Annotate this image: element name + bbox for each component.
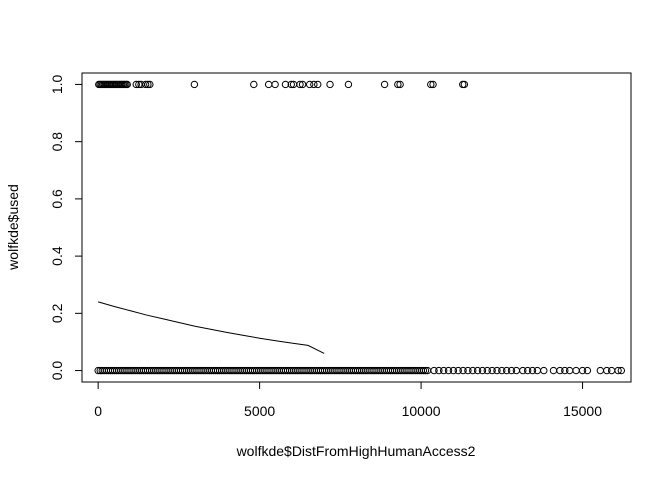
x-tick-label: 10000 <box>402 403 441 419</box>
data-point <box>419 366 428 375</box>
data-point <box>512 366 521 375</box>
data-point <box>435 366 443 375</box>
data-point <box>439 366 448 375</box>
plot-box <box>81 72 632 383</box>
data-point <box>478 366 487 375</box>
data-point <box>565 366 574 375</box>
data-point <box>296 80 304 89</box>
data-point <box>271 80 279 89</box>
data-point <box>144 80 152 89</box>
data-point <box>572 366 580 375</box>
data-point <box>561 366 569 375</box>
data-point <box>287 80 295 89</box>
x-axis-label: wolfkde$DistFromHighHumanAccess2 <box>236 443 476 459</box>
data-point <box>394 80 402 89</box>
data-point <box>141 80 150 89</box>
data-point <box>583 366 592 375</box>
data-point <box>449 366 458 375</box>
data-points <box>94 80 626 375</box>
data-point <box>444 366 453 375</box>
data-point <box>396 80 404 89</box>
data-point <box>146 80 154 89</box>
data-point <box>190 80 199 89</box>
data-point <box>380 80 389 89</box>
data-point <box>469 366 477 375</box>
data-point <box>519 366 527 375</box>
data-point <box>429 80 437 89</box>
data-point <box>427 80 435 89</box>
data-point <box>607 366 616 375</box>
data-point <box>507 366 516 375</box>
x-tick-label: 5000 <box>244 403 275 419</box>
data-point <box>533 366 542 375</box>
data-point <box>123 80 131 89</box>
y-tick-label: 0.4 <box>49 246 65 266</box>
y-tick-label: 0.8 <box>49 132 65 152</box>
data-point <box>298 80 307 89</box>
x-tick-label: 0 <box>94 403 102 419</box>
data-point <box>540 366 548 375</box>
data-point <box>578 366 587 375</box>
data-point <box>310 80 318 89</box>
fitted-curve-group <box>98 301 325 354</box>
data-point <box>250 80 258 89</box>
data-point <box>460 80 469 89</box>
data-point <box>473 366 482 375</box>
y-tick-label: 1.0 <box>49 74 65 94</box>
data-point <box>264 80 273 89</box>
data-point <box>603 366 611 375</box>
y-tick-label: 0.0 <box>49 361 65 381</box>
data-point <box>549 366 558 375</box>
fitted-curve <box>98 301 325 354</box>
data-point <box>454 366 462 375</box>
data-point <box>430 366 438 375</box>
data-point <box>617 366 626 375</box>
data-point <box>281 80 290 89</box>
data-point <box>523 366 532 375</box>
data-point <box>483 366 491 375</box>
data-point <box>614 366 622 375</box>
data-point <box>556 366 564 375</box>
data-point <box>459 366 467 375</box>
data-point <box>305 80 314 89</box>
data-point <box>314 80 322 89</box>
data-point <box>464 366 472 375</box>
data-point <box>132 80 140 89</box>
data-point <box>493 366 501 375</box>
y-tick-label: 0.6 <box>49 189 65 209</box>
y-axis: 0.0 0.2 0.4 0.6 0.8 1.0 <box>49 74 83 381</box>
data-point <box>326 80 334 89</box>
y-tick-label: 0.2 <box>49 303 65 323</box>
data-point <box>498 366 506 375</box>
data-point <box>528 366 537 375</box>
data-point <box>344 80 353 89</box>
x-axis: 0 5000 10000 15000 <box>94 381 602 419</box>
data-point <box>488 366 496 375</box>
x-tick-label: 15000 <box>563 403 602 419</box>
y-axis-label: wolfkde$used <box>5 184 21 271</box>
data-point <box>502 366 511 375</box>
data-point <box>596 366 605 375</box>
data-point <box>421 366 430 375</box>
